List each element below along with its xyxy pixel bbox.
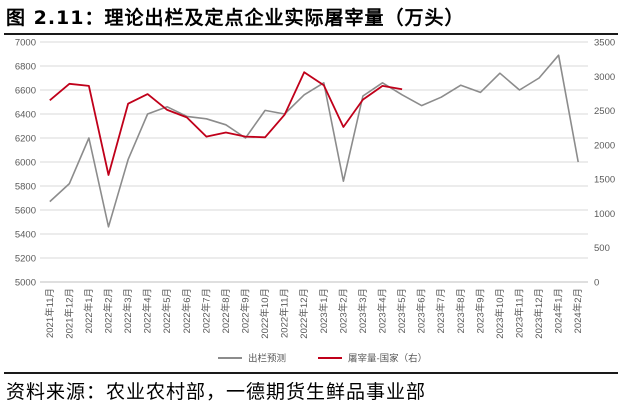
x-axis-tick-label: 2022年7月 <box>200 288 212 333</box>
source-note: 资料来源：农业农村部，一德期货生鲜品事业部 <box>6 381 427 403</box>
right-axis-tick-label: 3500 <box>594 38 615 49</box>
left-axis-tick-label: 6800 <box>15 62 36 73</box>
x-axis-tick-label: 2023年1月 <box>318 288 330 333</box>
legend-label: 出栏预测 <box>248 353 286 365</box>
x-axis-tick-label: 2022年8月 <box>220 288 232 333</box>
left-axis-tick-label: 5000 <box>15 278 36 289</box>
x-axis-tick-label: 2024年2月 <box>572 288 584 333</box>
left-axis-tick-label: 5600 <box>15 206 36 217</box>
x-axis-tick-label: 2023年2月 <box>337 288 349 333</box>
x-axis-tick-label: 2022年12月 <box>298 288 310 339</box>
x-axis-tick-label: 2023年12月 <box>533 288 545 339</box>
legend-label: 屠宰量-国家（右） <box>348 353 427 365</box>
figure-title: 图 2.11：理论出栏及定点企业实际屠宰量（万头） <box>6 7 465 29</box>
x-axis-tick-label: 2023年3月 <box>357 288 369 333</box>
x-axis-tick-label: 2022年5月 <box>161 288 173 333</box>
x-axis-tick-label: 2022年3月 <box>122 288 134 333</box>
x-axis-tick-label: 2021年11月 <box>44 288 56 338</box>
left-axis-tick-label: 7000 <box>15 38 36 49</box>
line-chart: 5000520054005600580060006200640066006800… <box>15 38 615 365</box>
left-axis-tick-label: 6200 <box>15 134 36 145</box>
x-axis-tick-label: 2023年7月 <box>435 288 447 333</box>
left-axis-tick-label: 5800 <box>15 182 36 193</box>
title-rule <box>4 33 618 35</box>
right-axis-tick-label: 1500 <box>594 175 615 186</box>
source-rule <box>4 372 618 374</box>
slaughter-series-line <box>49 71 403 176</box>
right-axis-tick-label: 1000 <box>594 209 615 220</box>
x-axis-tick-label: 2022年11月 <box>279 288 291 338</box>
right-axis-tick-label: 3000 <box>594 72 615 83</box>
right-axis-tick-label: 0 <box>594 278 599 289</box>
right-axis-tick-label: 500 <box>594 243 610 254</box>
x-axis-tick-label: 2023年4月 <box>377 288 389 333</box>
x-axis-tick-label: 2022年9月 <box>240 288 252 333</box>
x-axis-tick-label: 2023年6月 <box>416 288 428 333</box>
left-axis-tick-label: 6400 <box>15 110 36 121</box>
x-axis-tick-label: 2024年1月 <box>553 288 565 333</box>
right-axis-tick-label: 2500 <box>594 106 615 117</box>
right-axis-tick-label: 2000 <box>594 140 615 151</box>
x-axis-tick-label: 2023年8月 <box>455 288 467 333</box>
left-axis-tick-label: 5400 <box>15 230 36 241</box>
x-axis-tick-label: 2022年2月 <box>103 288 115 333</box>
x-axis-tick-label: 2023年5月 <box>396 288 408 333</box>
x-axis-tick-label: 2021年12月 <box>63 288 75 339</box>
x-axis-tick-label: 2022年10月 <box>259 288 271 339</box>
forecast-series-line <box>49 54 579 228</box>
x-axis-tick-label: 2023年11月 <box>514 288 526 338</box>
x-axis-tick-label: 2022年1月 <box>83 288 95 333</box>
x-axis-tick-label: 2023年9月 <box>474 288 486 333</box>
left-axis-tick-label: 6000 <box>15 158 36 169</box>
x-axis-tick-label: 2022年6月 <box>181 288 193 333</box>
left-axis-tick-label: 5200 <box>15 254 36 265</box>
x-axis-tick-label: 2022年4月 <box>142 288 154 333</box>
x-axis-tick-label: 2023年10月 <box>494 288 506 339</box>
left-axis-tick-label: 6600 <box>15 86 36 97</box>
